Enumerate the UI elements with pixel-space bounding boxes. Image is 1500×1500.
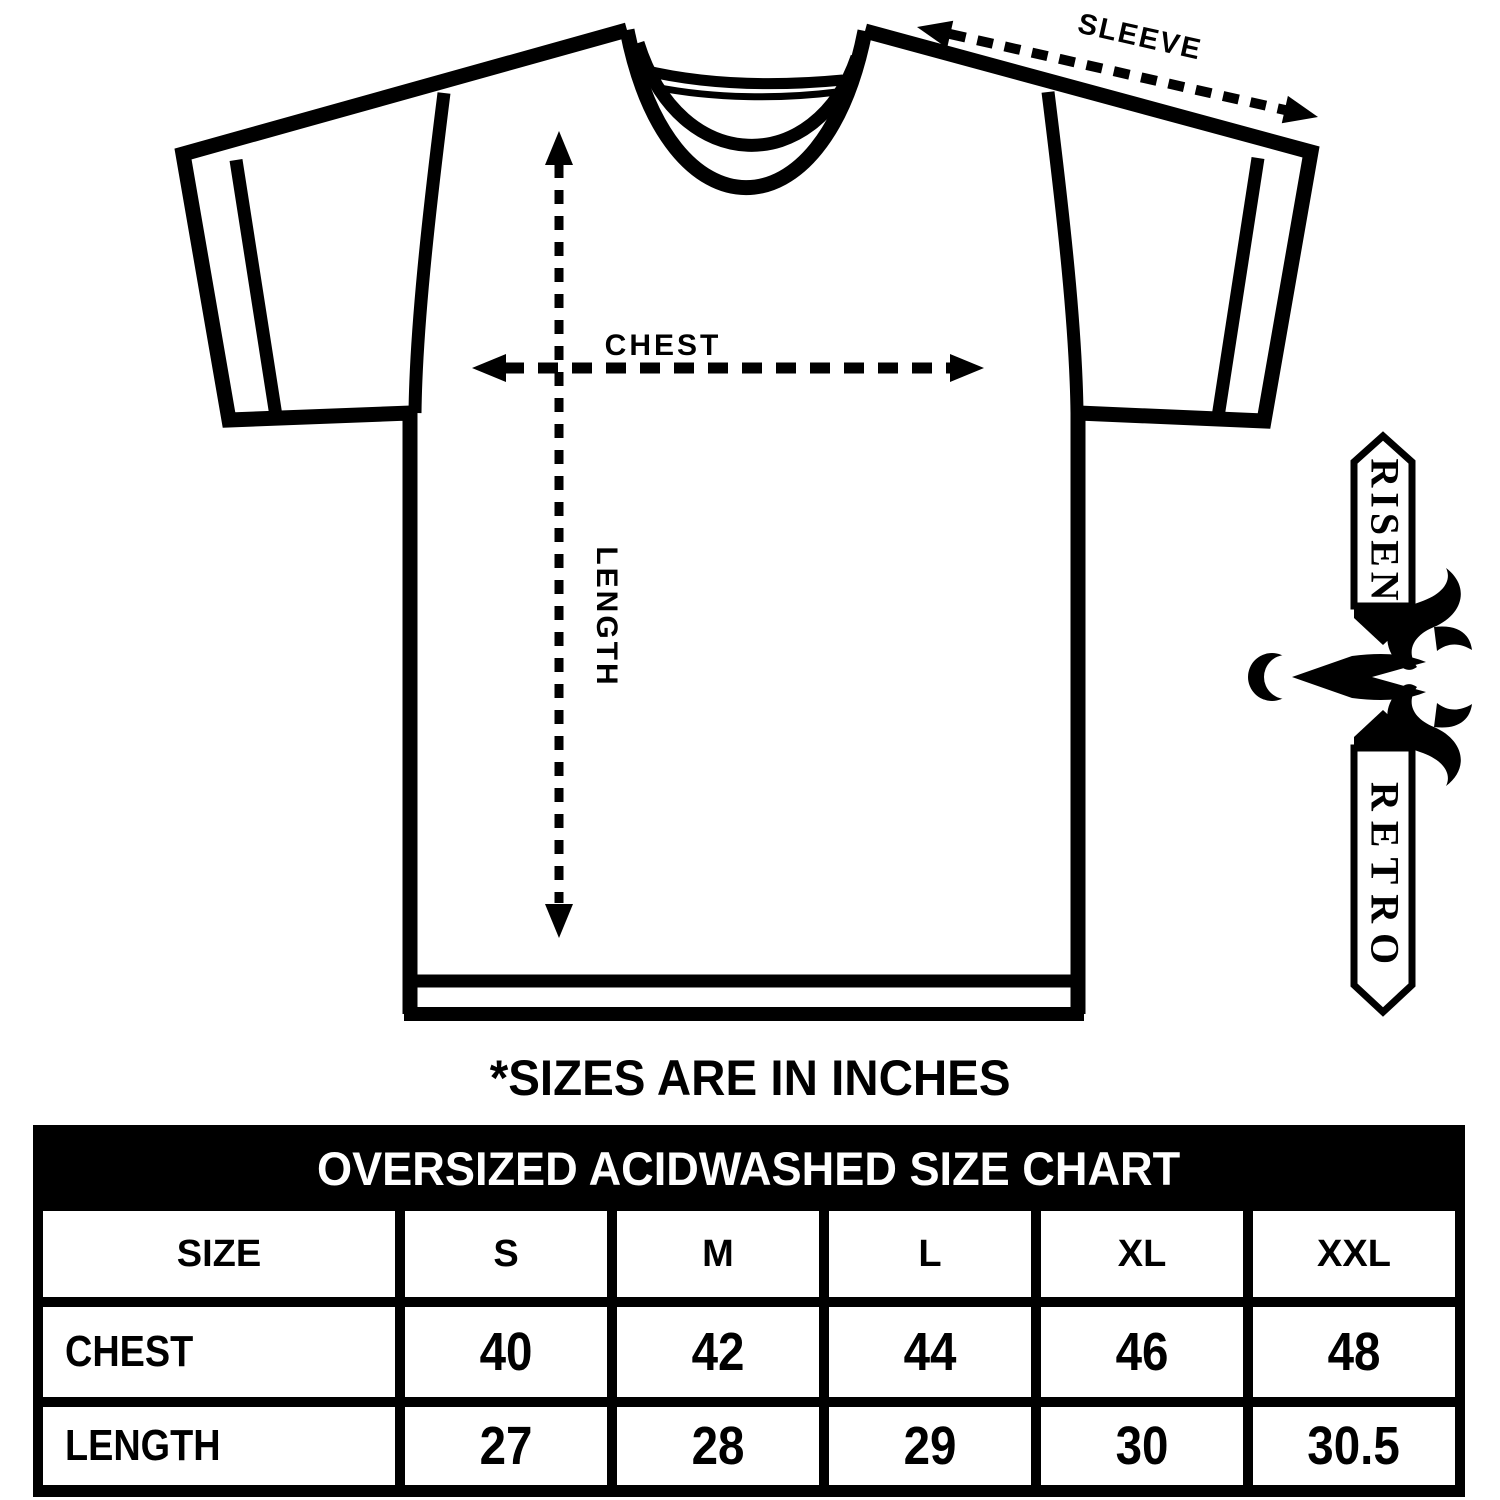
sizes-note: *SIZES ARE IN INCHES <box>489 1050 1011 1106</box>
row-label-length: LENGTH <box>43 1407 395 1485</box>
right-cuff-line <box>1211 157 1265 418</box>
collar <box>619 28 873 195</box>
brand-logo: RISEN RETRO <box>1248 431 1472 1017</box>
length-m-value: 28 <box>617 1407 819 1485</box>
collar-back-line-2 <box>654 83 838 101</box>
col-header-s: S <box>405 1211 607 1297</box>
risen-banner: RISEN <box>1350 431 1416 645</box>
col-header-size: SIZE <box>43 1211 395 1297</box>
length-s-value: 27 <box>405 1407 607 1485</box>
arrowhead-up-icon <box>545 131 573 165</box>
sleeve-label: SLEEVE <box>1075 8 1205 67</box>
arrowhead-down-icon <box>545 904 573 938</box>
arrowhead-right-icon <box>950 354 984 382</box>
col-header-l: L <box>829 1211 1031 1297</box>
chest-xxl-value: 48 <box>1253 1307 1455 1397</box>
chest-l-value: 44 <box>829 1307 1031 1397</box>
logo-text-retro: RETRO <box>1363 782 1408 974</box>
left-sleeve-seam <box>408 92 451 414</box>
left-body-outline <box>174 22 630 1014</box>
length-xl-value: 30 <box>1041 1407 1243 1485</box>
row-label-chest: CHEST <box>43 1307 395 1397</box>
tshirt-outline <box>174 22 1320 1021</box>
logo-text-risen: RISEN <box>1363 458 1408 605</box>
collar-outer-curve <box>619 28 873 195</box>
right-sleeve-seam <box>1041 91 1084 414</box>
retro-banner: RETRO <box>1350 710 1416 1017</box>
length-arrow <box>545 131 573 938</box>
collar-back-line-1 <box>641 64 844 90</box>
arrowhead-left-icon <box>472 354 506 382</box>
arrowhead-right-icon <box>1281 95 1318 124</box>
col-header-m: M <box>617 1211 819 1297</box>
length-l-value: 29 <box>829 1407 1031 1485</box>
length-label: LENGTH <box>590 546 623 687</box>
tshirt-measurement-diagram: CHEST LENGTH SLEEVE RISEN RETRO <box>174 8 1472 1021</box>
size-chart-table: OVERSIZED ACIDWASHED SIZE CHART SIZE S M… <box>33 1125 1465 1497</box>
sleeve-arrow <box>917 20 1318 124</box>
logo-emblem-icon <box>1248 568 1472 786</box>
length-xxl-value: 30.5 <box>1253 1407 1455 1485</box>
chest-label: CHEST <box>605 329 722 362</box>
chest-xl-value: 46 <box>1041 1307 1243 1397</box>
arrowhead-left-icon <box>917 20 954 49</box>
size-chart-title: OVERSIZED ACIDWASHED SIZE CHART <box>317 1141 1181 1195</box>
left-cuff-line <box>229 158 283 418</box>
size-chart-grid: SIZE S M L XL XXL CHEST 40 42 44 46 48 L… <box>43 1211 1455 1485</box>
chest-arrow <box>472 354 984 382</box>
right-body-outline <box>863 23 1320 1014</box>
banner-end-chevron <box>1354 710 1412 752</box>
chest-s-value: 40 <box>405 1307 607 1397</box>
chest-m-value: 42 <box>617 1307 819 1397</box>
banner-end-chevron <box>1354 603 1412 645</box>
col-header-xxl: XXL <box>1253 1211 1455 1297</box>
col-header-xl: XL <box>1041 1211 1243 1297</box>
